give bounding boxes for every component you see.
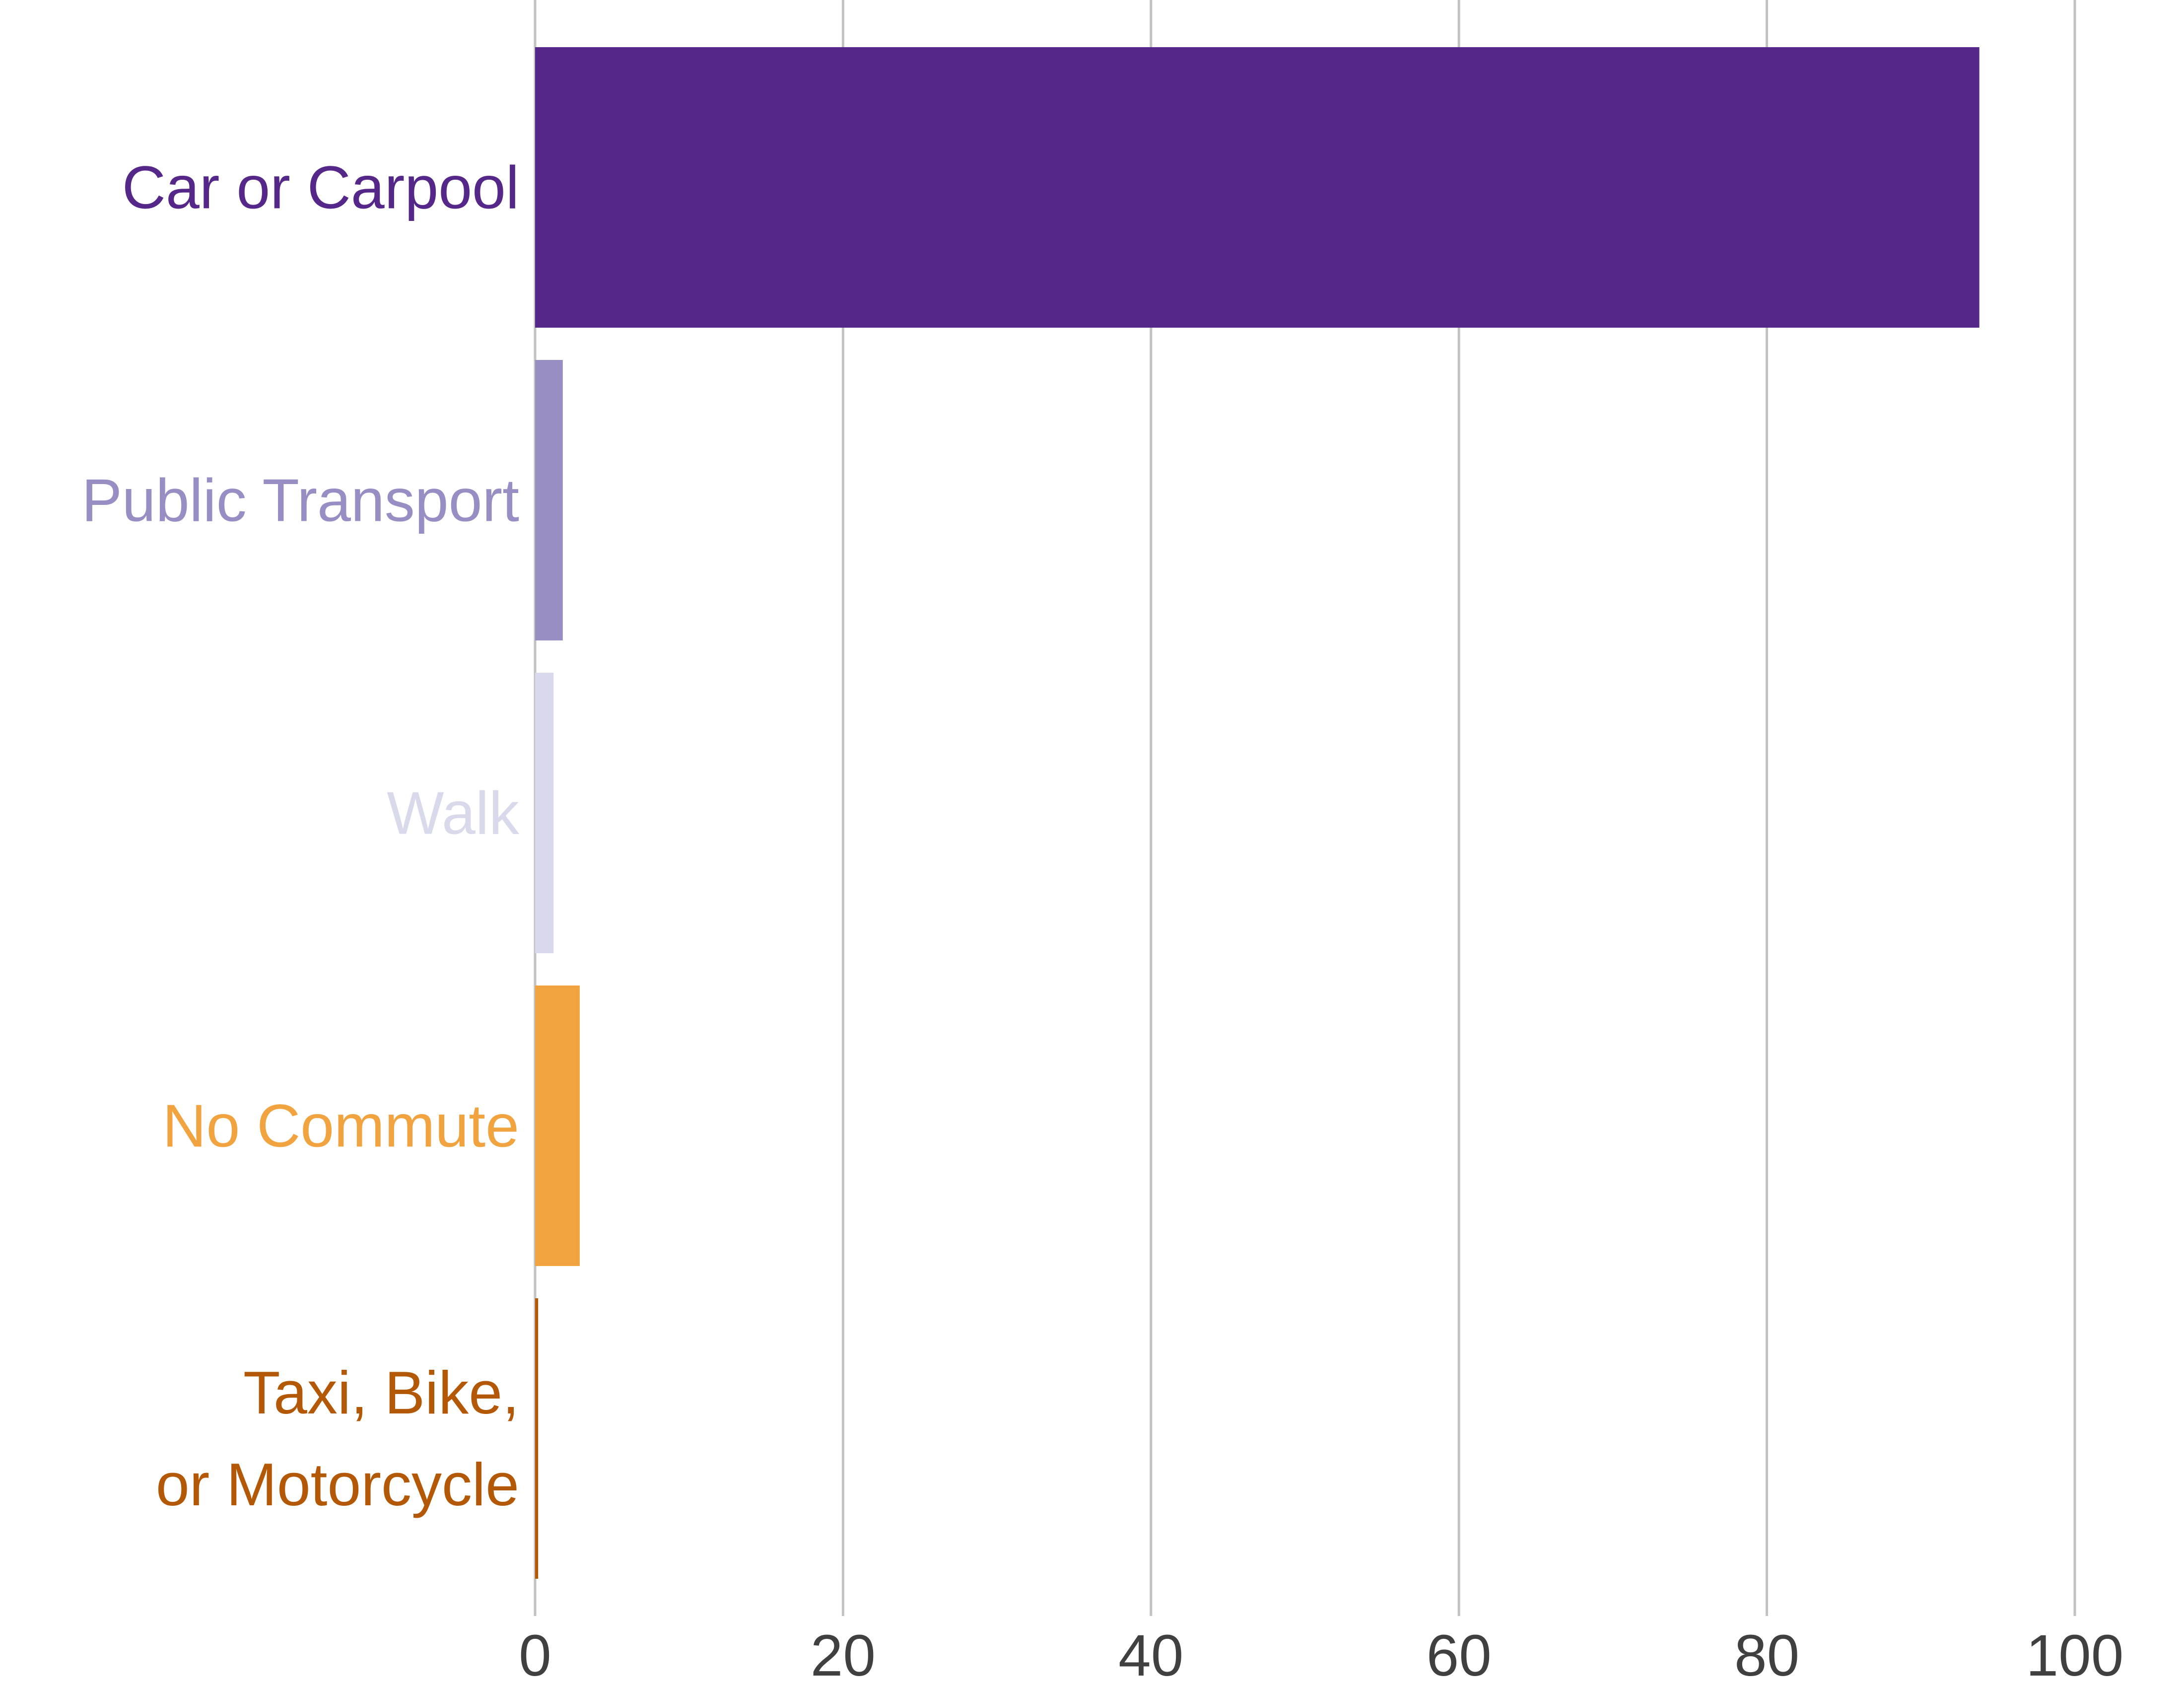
x-tick-label: 80 xyxy=(1734,1623,1799,1688)
x-tick-label: 60 xyxy=(1427,1623,1492,1688)
bar-1 xyxy=(535,360,563,640)
category-label: Public Transport xyxy=(81,467,519,534)
category-label-line: Walk xyxy=(387,779,520,847)
category-label-line: No Commute xyxy=(162,1092,519,1160)
category-label: Car or Carpool xyxy=(122,154,519,221)
bar-4 xyxy=(535,1298,539,1579)
x-tick-label: 20 xyxy=(811,1623,876,1688)
bar-3 xyxy=(535,985,580,1266)
x-tick-label: 40 xyxy=(1118,1623,1183,1688)
x-tick-label: 0 xyxy=(519,1623,551,1688)
x-tick-label: 100 xyxy=(2026,1623,2124,1688)
category-label-line: Taxi, Bike, xyxy=(243,1359,519,1426)
category-label-line: or Motorcycle xyxy=(156,1451,519,1518)
x-axis-tick-labels: 0 20 40 60 80 100 xyxy=(519,1623,2123,1688)
bars xyxy=(535,47,1979,1579)
category-label: No Commute xyxy=(162,1092,519,1160)
category-label-line: Car or Carpool xyxy=(122,154,519,221)
category-label: Walk xyxy=(387,779,520,847)
bar-2 xyxy=(535,673,554,953)
bar-0 xyxy=(535,47,1979,328)
category-label-line: Public Transport xyxy=(81,467,519,534)
category-labels: Car or Carpool Public Transport Walk No Com… xyxy=(81,154,520,1519)
category-label: Taxi, Bike, or Motorcycle xyxy=(156,1359,519,1518)
